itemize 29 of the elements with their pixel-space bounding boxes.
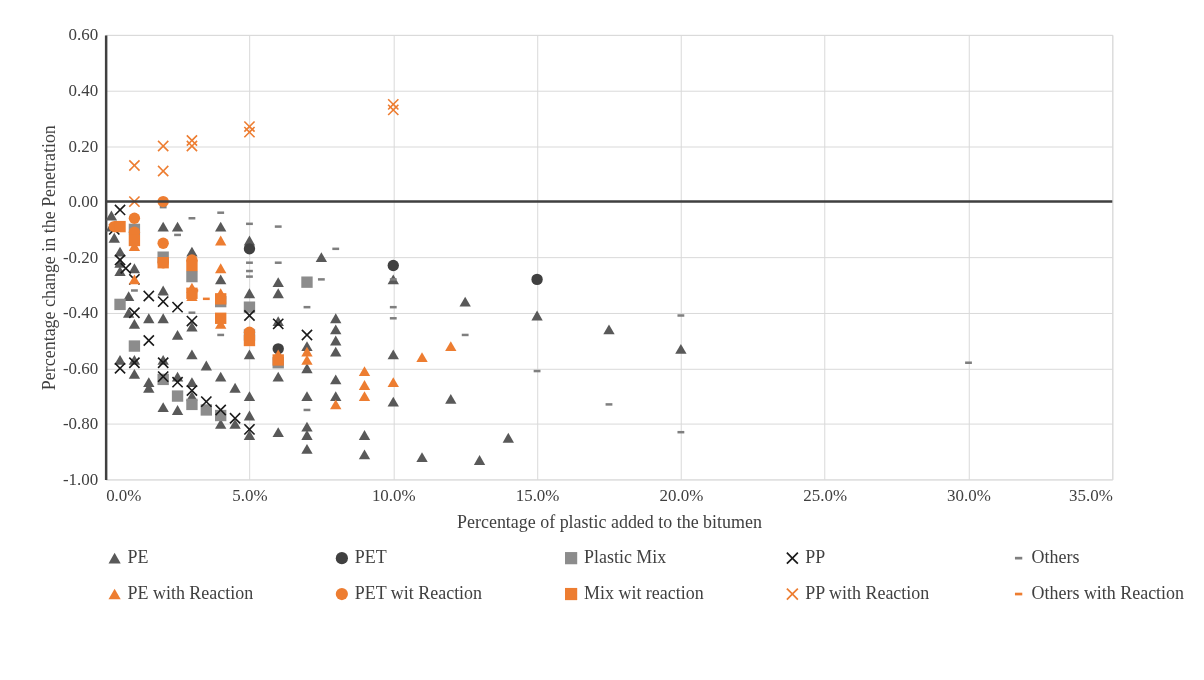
x-tick-label: 20.0% bbox=[659, 485, 704, 505]
y-tick-label: -0.60 bbox=[62, 358, 99, 378]
y-tick-label: 0.60 bbox=[68, 25, 99, 45]
x-tick-label: 30.0% bbox=[947, 485, 991, 505]
legend-label: Others with Reaction bbox=[1031, 583, 1185, 604]
y-tick-label: 0.20 bbox=[68, 136, 99, 156]
legend-label: PE with Reaction bbox=[127, 583, 254, 604]
legend-label: PET bbox=[354, 547, 387, 568]
legend-label: Plastic Mix bbox=[584, 547, 667, 568]
y-axis-title: Percentage change in the Penetration bbox=[38, 125, 59, 391]
legend-label: PP with Reaction bbox=[805, 583, 930, 604]
x-tick-label: 5.0% bbox=[232, 485, 268, 505]
y-tick-label: -0.80 bbox=[62, 414, 99, 434]
y-tick-label: -0.20 bbox=[62, 247, 99, 267]
y-tick-label: 0.40 bbox=[68, 80, 99, 100]
legend-label: Mix wit reaction bbox=[584, 583, 704, 604]
y-tick-label: -1.00 bbox=[62, 469, 99, 489]
legend-label: PP bbox=[805, 547, 826, 568]
x-tick-label: 0.0% bbox=[106, 485, 142, 505]
x-axis-title: Percentage of plastic added to the bitumen bbox=[457, 511, 762, 532]
legend-label: PE bbox=[127, 547, 149, 568]
legend-label: Others bbox=[1031, 547, 1080, 568]
y-tick-label: -0.40 bbox=[62, 303, 99, 323]
x-tick-label: 35.0% bbox=[1069, 485, 1113, 505]
x-tick-label: 15.0% bbox=[515, 485, 560, 505]
x-tick-label: 25.0% bbox=[803, 485, 848, 505]
y-tick-label: 0.00 bbox=[68, 192, 99, 212]
x-tick-label: 10.0% bbox=[371, 485, 416, 505]
legend-label: PET wit Reaction bbox=[354, 583, 483, 604]
